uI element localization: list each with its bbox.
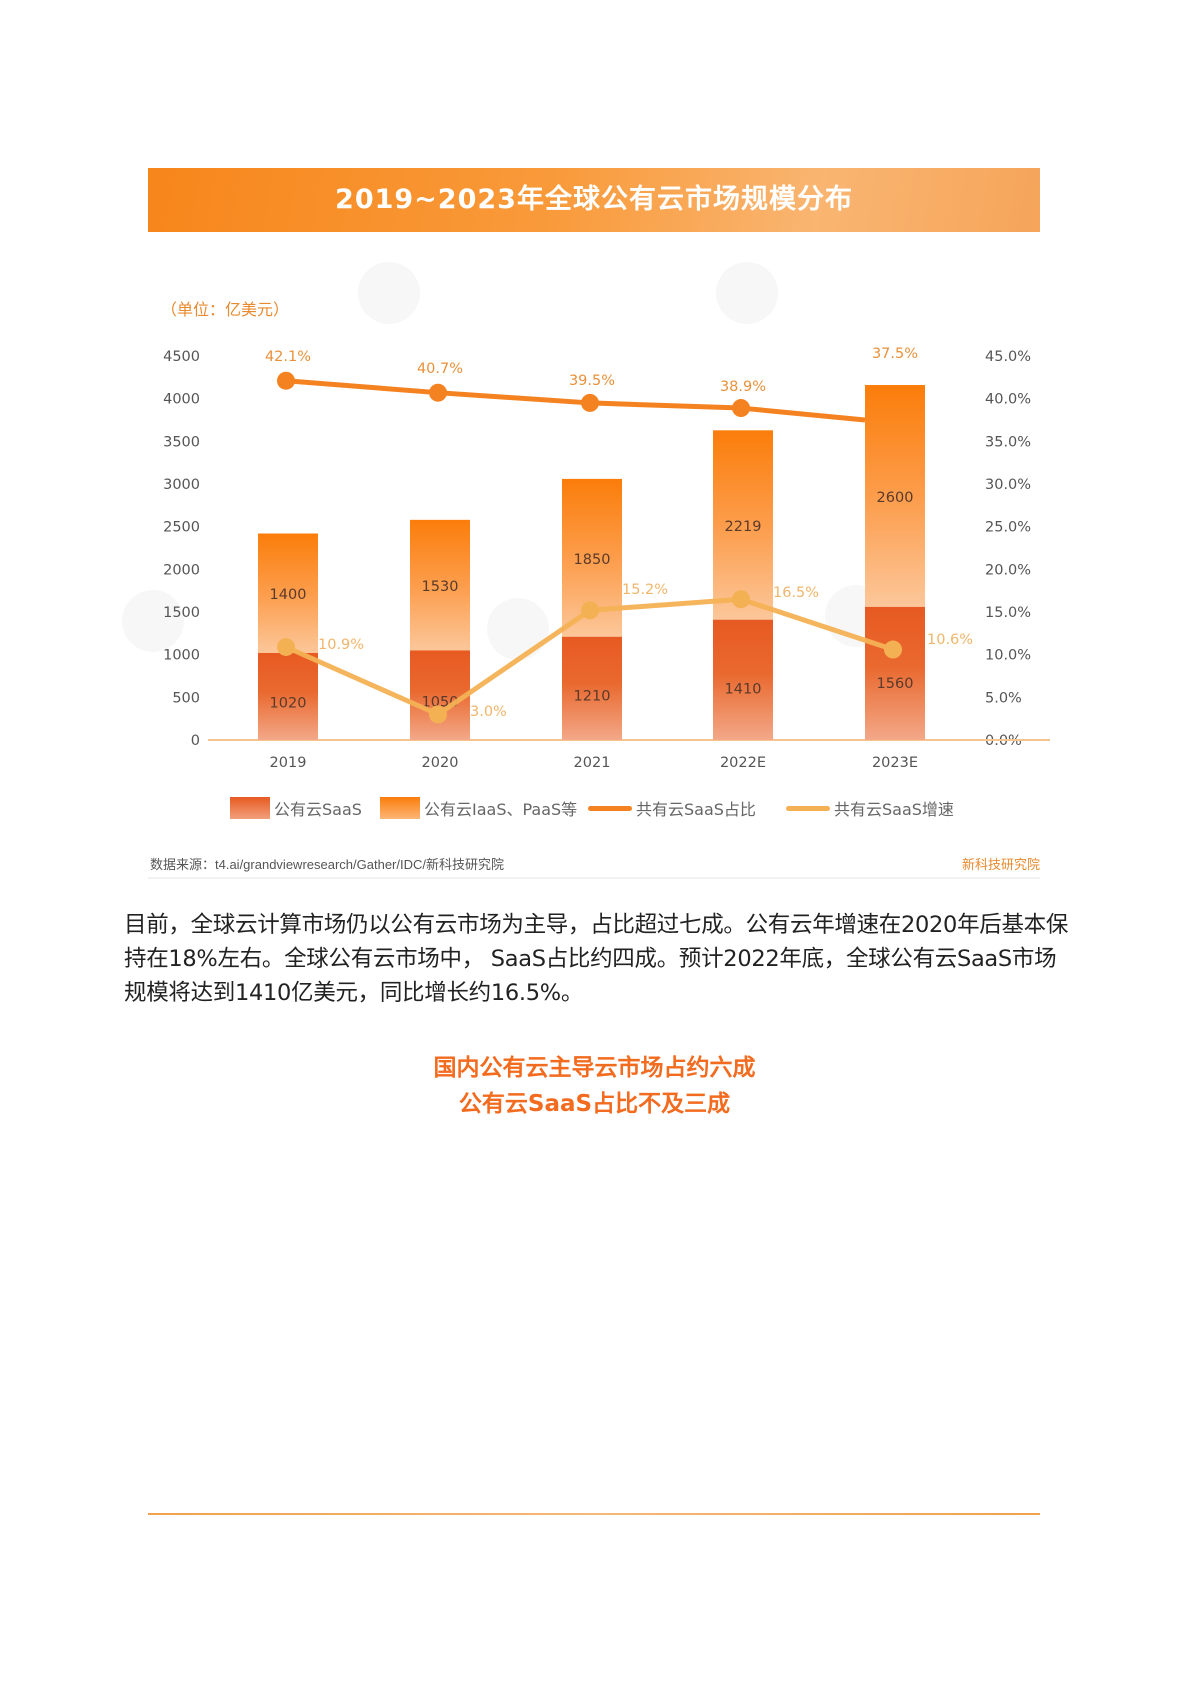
legend-item-saas-growth: 共有云SaaS增速 (786, 795, 954, 821)
bar-value-label: 1850 (574, 552, 611, 568)
legend-swatch-saas (230, 797, 270, 819)
line-series-saas-share: 42.1% 40.7% 39.5% 38.9% 37.5% (265, 346, 918, 423)
bar-value-label: 1400 (270, 587, 307, 603)
line-point (429, 383, 447, 402)
legend-label: 公有云SaaS (274, 800, 362, 819)
right-axis-tick: 25.0% (985, 520, 1031, 536)
right-axis-tick: 20.0% (985, 562, 1031, 578)
line-data-label: 37.5% (872, 346, 918, 362)
source-brand: 新科技研究院 (961, 857, 1040, 872)
bar-iaas-paas (865, 385, 925, 607)
left-axis-tick: 4000 (163, 392, 200, 408)
chart-title: 2019~2023年全球公有云市场规模分布 (335, 184, 853, 215)
line-point (277, 637, 295, 656)
line-point (884, 640, 902, 659)
line-data-label: 10.6% (927, 632, 973, 648)
right-axis-tick: 10.0% (985, 648, 1031, 664)
bar-value-label: 1210 (574, 689, 611, 705)
legend-swatch-iaas-paas (380, 797, 420, 819)
left-axis-tick: 500 (172, 690, 200, 706)
line-point (277, 371, 295, 390)
right-axis-tick: 45.0% (985, 349, 1031, 365)
source-divider (148, 877, 1040, 879)
bar-iaas-paas (258, 533, 318, 653)
right-axis-tick: 5.0% (985, 690, 1022, 706)
bar-iaas-paas (713, 430, 773, 620)
line-data-label: 10.9% (318, 637, 364, 653)
left-axis-tick: 4500 (163, 349, 200, 365)
bar-value-label: 1530 (422, 579, 459, 595)
bar-value-label: 1410 (725, 681, 762, 697)
bar-saas (865, 606, 925, 740)
left-axis-tick: 1000 (163, 648, 200, 664)
legend-item-saas-share: 共有云SaaS占比 (588, 795, 756, 821)
left-axis-tick: 2500 (163, 520, 200, 536)
line-data-label: 39.5% (569, 373, 615, 389)
section-heading-line-2: 公有云SaaS占比不及三成 (458, 1091, 731, 1117)
right-axis-tick: 15.0% (985, 605, 1031, 621)
right-y-axis: 0.0%5.0%10.0%15.0%20.0%25.0%30.0%35.0%40… (985, 349, 1031, 749)
bar-iaas-paas (410, 519, 470, 651)
section-heading-line-1: 国内公有云主导云市场占约六成 (433, 1055, 756, 1081)
bar-saas (562, 636, 622, 740)
line-data-label: 16.5% (773, 585, 819, 601)
legend-line-saas-growth (786, 805, 830, 811)
footer-rule (148, 1513, 1040, 1515)
watermark-logo (122, 590, 184, 652)
line-data-label: 42.1% (265, 349, 311, 365)
x-axis-label: 2019 (270, 755, 307, 771)
right-axis-tick: 30.0% (985, 477, 1031, 493)
chart-title-banner: 2019~2023年全球公有云市场规模分布 (148, 168, 1040, 232)
legend-label: 公有云IaaS、PaaS等 (424, 800, 578, 819)
watermark-logo (358, 262, 420, 324)
legend-item-iaas-paas: 公有云IaaS、PaaS等 (380, 795, 577, 821)
bar-saas (410, 650, 470, 740)
legend-item-saas: 公有云SaaS (230, 795, 362, 821)
watermark-logo (716, 262, 778, 324)
right-axis-tick: 40.0% (985, 392, 1031, 408)
line-point (732, 590, 750, 609)
line-data-label: 3.0% (470, 704, 507, 720)
line-point (732, 399, 750, 418)
x-axis-label: 2020 (422, 755, 459, 771)
bar-saas (258, 652, 318, 740)
left-axis-tick: 3500 (163, 434, 200, 450)
article-paragraph: 目前，全球云计算市场仍以公有云市场为主导，占比超过七成。公有云年增速在2020年… (124, 912, 1069, 1006)
right-axis-tick: 35.0% (985, 434, 1031, 450)
x-axis-label: 2022E (720, 755, 766, 771)
bar-value-label: 1020 (270, 695, 307, 711)
watermark-logo (487, 598, 549, 660)
x-axis-labels: 2019 2020 2021 2022E 2023E (270, 755, 918, 771)
chart-source-row: 数据来源：t4.ai/grandviewresearch/Gather/IDC/… (148, 852, 1040, 876)
line-point (429, 705, 447, 724)
left-axis-tick: 3000 (163, 477, 200, 493)
left-axis-tick: 1500 (163, 605, 200, 621)
unit-label: （单位：亿美元） (161, 300, 290, 319)
line-data-label: 38.9% (720, 379, 766, 395)
left-y-axis: 0 500 1000 1500 2000 2500 3000 3500 4000 4500 (163, 349, 200, 749)
line-data-label: 15.2% (622, 582, 668, 598)
line-point (581, 393, 599, 412)
line-data-label: 40.7% (417, 361, 463, 377)
bar-value-label: 2219 (725, 519, 762, 535)
x-axis-label: 2023E (872, 755, 918, 771)
legend-label: 共有云SaaS增速 (834, 800, 954, 819)
x-axis-label: 2021 (574, 755, 611, 771)
bar-series (258, 385, 925, 740)
line-point (581, 601, 599, 620)
line-series-saas-growth: 10.9% 3.0% 15.2% 16.5% 10.6% (277, 582, 973, 724)
legend-line-saas-share (588, 805, 632, 811)
left-axis-tick: 2000 (163, 562, 200, 578)
bar-saas (713, 619, 773, 740)
left-axis-tick: 0 (191, 733, 200, 749)
bar-value-label: 1560 (877, 676, 914, 692)
legend-label: 共有云SaaS占比 (636, 800, 756, 819)
data-source: 数据来源：t4.ai/grandviewresearch/Gather/IDC/… (150, 857, 504, 872)
bar-value-label: 2600 (877, 490, 914, 506)
